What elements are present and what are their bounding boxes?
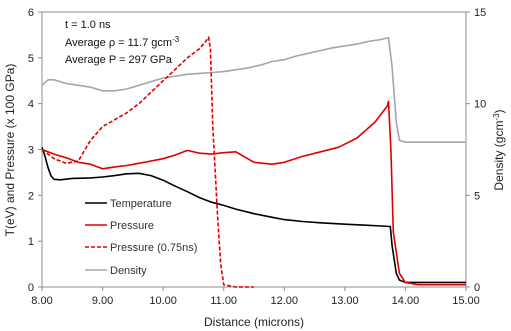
legend: Temperature Pressure Pressure (0.75ns) D… bbox=[85, 198, 197, 277]
x-tick-label: 9.00 bbox=[92, 295, 113, 307]
y-right-tick-label: 5 bbox=[474, 190, 480, 202]
x-tick-label: 8.00 bbox=[31, 295, 52, 307]
y-axis-right-ticks: 0 5 10 15 bbox=[466, 7, 486, 294]
series-line-pressure bbox=[41, 100, 466, 286]
annotation-density-prefix: Average bbox=[65, 37, 109, 49]
x-tick-label: 11.00 bbox=[210, 295, 237, 307]
y-left-tick-label: 2 bbox=[28, 190, 34, 202]
x-tick-label: 10.00 bbox=[149, 295, 177, 307]
annotation-density: Average ρ = 11.7 gcm-3 bbox=[65, 35, 180, 49]
y-left-tick-label: 6 bbox=[28, 7, 34, 19]
x-tick-label: 13.00 bbox=[331, 295, 359, 307]
y-axis-right-label-end: ) bbox=[492, 109, 506, 113]
y-left-tick-label: 3 bbox=[28, 145, 34, 157]
legend-label-pressure-075ns: Pressure (0.75ns) bbox=[110, 242, 197, 254]
y-axis-left-ticks: 0 1 2 3 4 5 6 bbox=[28, 7, 42, 294]
legend-label-density: Density bbox=[110, 265, 147, 277]
series-line-density bbox=[41, 36, 466, 143]
x-axis-label: Distance (microns) bbox=[204, 315, 304, 329]
y-axis-right-label: Density (gcm-3) bbox=[492, 109, 506, 190]
x-tick-label: 12.00 bbox=[271, 295, 299, 307]
y-left-tick-label: 5 bbox=[28, 53, 34, 65]
x-tick-label: 14.00 bbox=[392, 295, 420, 307]
y-axis-right-label-exponent: -3 bbox=[492, 113, 501, 121]
series-line-temperature bbox=[41, 146, 466, 284]
annotation-density-symbol: ρ bbox=[109, 37, 115, 49]
x-axis-ticks: 8.00 9.00 10.00 11.00 12.00 13.00 14.00 15.00 bbox=[31, 287, 480, 307]
y-left-tick-label: 1 bbox=[28, 236, 34, 248]
annotation-pressure: Average P = 297 GPa bbox=[65, 54, 173, 66]
y-right-tick-label: 0 bbox=[474, 282, 480, 294]
y-axis-left-label: T(eV) and Pressure (x 100 GPa) bbox=[3, 64, 17, 237]
annotation-density-exponent: -3 bbox=[172, 35, 180, 44]
legend-label-pressure: Pressure bbox=[110, 220, 154, 232]
y-right-tick-label: 15 bbox=[474, 7, 486, 19]
legend-label-temperature: Temperature bbox=[110, 198, 172, 210]
y-left-tick-label: 0 bbox=[28, 282, 34, 294]
y-axis-right-label-main: Density (gcm bbox=[492, 121, 506, 191]
annotation-density-value: = 11.7 gcm bbox=[115, 37, 172, 49]
x-tick-label: 15.00 bbox=[452, 295, 480, 307]
annotation-time: t = 1.0 ns bbox=[65, 19, 111, 31]
series-line-pressure-0-75ns bbox=[41, 36, 254, 288]
y-right-tick-label: 10 bbox=[474, 99, 486, 111]
series-layer bbox=[41, 36, 466, 288]
y-left-tick-label: 4 bbox=[28, 99, 34, 111]
